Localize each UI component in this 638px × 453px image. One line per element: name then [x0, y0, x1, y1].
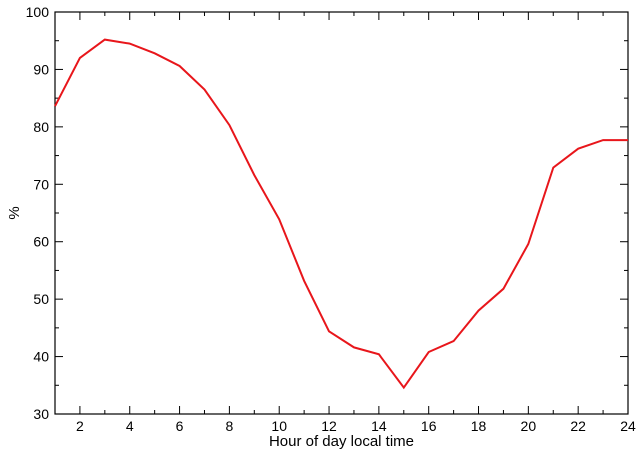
y-tick-label: 80: [33, 119, 49, 135]
y-tick-label: 50: [33, 291, 49, 307]
x-tick-label: 18: [471, 418, 487, 434]
x-tick-label: 14: [371, 418, 387, 434]
y-tick-label: 60: [33, 234, 49, 250]
x-tick-label: 24: [620, 418, 636, 434]
x-tick-label: 4: [126, 418, 134, 434]
x-tick-label: 16: [421, 418, 437, 434]
x-tick-label: 2: [76, 418, 84, 434]
x-tick-label: 20: [521, 418, 537, 434]
x-axis-title: Hour of day local time: [269, 433, 414, 450]
x-tick-label: 10: [271, 418, 287, 434]
series-layer: [54, 38, 628, 390]
x-axis: 2 4 6 8 10 12 14 16 18 20 22 24: [54, 12, 636, 434]
y-axis: 30 40 50 60 70 80 90 100: [26, 4, 628, 422]
y-tick-label: 30: [33, 406, 49, 422]
series-line: [54, 38, 628, 390]
x-tick-label: 8: [225, 418, 233, 434]
y-tick-label: 70: [33, 176, 49, 192]
y-axis-title: %: [6, 206, 23, 219]
x-tick-label: 22: [570, 418, 586, 434]
plot-frame: [54, 11, 629, 415]
y-tick-label: 90: [33, 61, 49, 77]
x-tick-label: 12: [321, 418, 337, 434]
y-tick-label: 100: [26, 4, 50, 20]
y-tick-label: 40: [33, 349, 49, 365]
x-tick-label: 6: [176, 418, 184, 434]
